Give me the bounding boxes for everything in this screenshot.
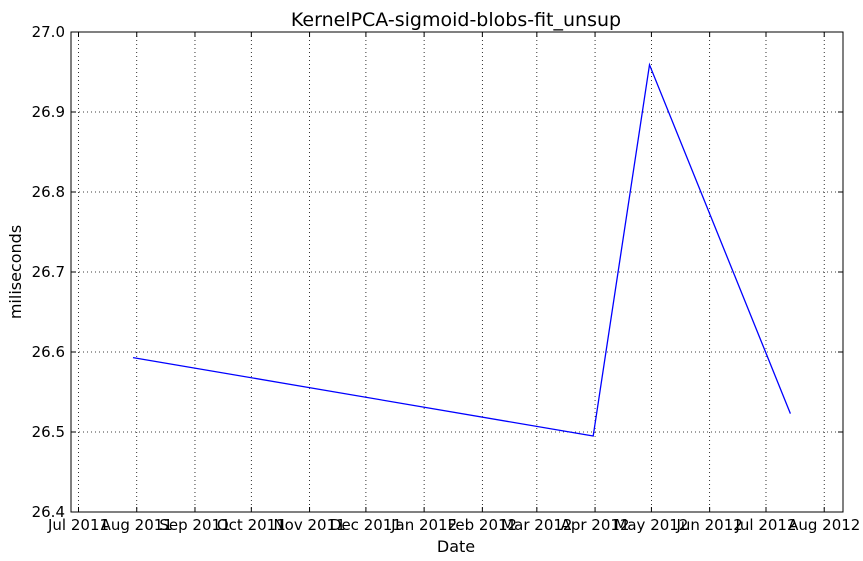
x-tick-label: Dec 2011 bbox=[330, 516, 402, 534]
x-tick-label: Aug 2011 bbox=[101, 516, 173, 534]
y-tick-label: 26.8 bbox=[32, 183, 65, 201]
y-tick-label: 26.4 bbox=[32, 503, 65, 521]
y-tick-label: 26.5 bbox=[32, 423, 65, 441]
chart-title: KernelPCA-sigmoid-blobs-fit_unsup bbox=[291, 9, 621, 31]
x-tick-label: Mar 2012 bbox=[501, 516, 572, 534]
x-tick-label: Nov 2011 bbox=[273, 516, 345, 534]
y-tick-label: 26.7 bbox=[32, 263, 65, 281]
x-tick-label: Jul 2012 bbox=[734, 516, 796, 534]
x-tick-label: Oct 2011 bbox=[217, 516, 286, 534]
x-axis-label: Date bbox=[437, 537, 475, 556]
y-axis-ticks: 26.4 26.5 26.6 26.7 26.8 26.9 27.0 bbox=[32, 23, 843, 521]
x-tick-label: Jun 2012 bbox=[675, 516, 742, 534]
series-group bbox=[132, 62, 792, 437]
x-tick-label: Sep 2011 bbox=[159, 516, 230, 534]
grid bbox=[71, 31, 843, 513]
x-tick-label: Aug 2012 bbox=[788, 516, 860, 534]
x-tick-label: Jul 2011 bbox=[47, 516, 109, 534]
x-tick-label: Feb 2012 bbox=[448, 516, 518, 534]
x-tick-label: Jan 2012 bbox=[390, 516, 457, 534]
y-tick-label: 27.0 bbox=[32, 23, 65, 41]
x-tick-label: May 2012 bbox=[614, 516, 688, 534]
x-tick-label: Apr 2012 bbox=[561, 516, 630, 534]
y-tick-label: 26.9 bbox=[32, 103, 65, 121]
y-tick-label: 26.6 bbox=[32, 343, 65, 361]
y-axis-label: miliseconds bbox=[6, 225, 25, 319]
series-line bbox=[132, 62, 792, 437]
